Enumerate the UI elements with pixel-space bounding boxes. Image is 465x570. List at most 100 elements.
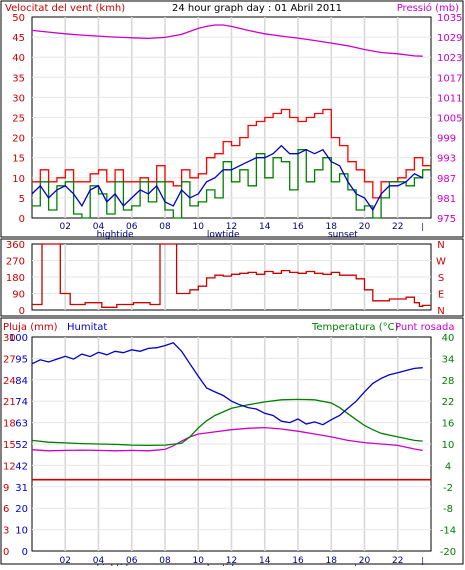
rain-tick-label: 30 (3, 333, 16, 344)
bottom-x-tick-label: 02 (60, 556, 71, 566)
bottom-x-tick-label: 18 (326, 556, 338, 566)
temperature-tick-label: 4 (445, 461, 451, 472)
temperature-tick-label: -20 (440, 547, 456, 558)
dewpoint-axis-label: Punt rosada (395, 322, 454, 333)
top-right-tick-label: 1011 (437, 93, 462, 104)
top-x-tick-label: 04 (93, 222, 105, 232)
rain-axis-label: Pluja (mm) (3, 322, 58, 333)
humidity-tick-label: 100 (9, 333, 28, 344)
top-left-tick-label: 5 (19, 194, 25, 205)
temperature-tick-label: -8 (443, 504, 453, 515)
temperature-tick-label: 28 (442, 376, 455, 387)
mid-right-tick-label: W (436, 257, 446, 268)
top-right-tick-label: 1029 (437, 33, 462, 44)
top-x-tick-label: 08 (159, 222, 171, 232)
mid-left-tick-label: 0 (19, 306, 25, 317)
top-x-tick-label: 16 (292, 222, 304, 232)
mid-left-tick-label: 180 (6, 273, 25, 284)
rain-tick-label: 27 (3, 354, 16, 365)
bottom-panel-frame (0, 317, 464, 565)
bottom-x-tick-label: 16 (292, 556, 304, 566)
top-left-tick-label: 0 (19, 214, 25, 225)
humidity-tick-label: 84 (15, 376, 28, 387)
top-x-tick-label: 06 (126, 222, 138, 232)
mid-left-tick-label: 270 (6, 257, 25, 268)
temperature-axis-label: Temperatura (°C) (311, 322, 399, 333)
humidity-tick-label: 42 (15, 461, 28, 472)
top-left-tick-label: 10 (12, 174, 25, 185)
top-left-tick-label: 50 (12, 13, 25, 24)
top-marker-hightide: hightide (97, 230, 134, 240)
gust-line (32, 108, 431, 199)
top-right-tick-label: 1017 (437, 73, 462, 84)
top-right-tick-label: 987 (437, 174, 456, 185)
top-right-tick-label: 981 (437, 194, 456, 205)
temperature-tick-label: 22 (442, 397, 455, 408)
mid-right-tick-label: E (438, 290, 444, 301)
bottom-x-tick-label: 04 (93, 556, 105, 566)
humidity-axis-label: Humitat (67, 322, 107, 333)
chart-title: 24 hour graph day : 01 Abril 2011 (172, 3, 342, 14)
humidity-tick-label: 20 (15, 504, 28, 515)
top-panel: 0 5 10 15 20 25 30 35 40 45 50 975 981 987 993 999 1005 1… (12, 13, 462, 240)
bottom-x-tick-label: 06 (126, 556, 138, 566)
rain-tick-label: 18 (3, 419, 16, 430)
bottom-x-tick-label: 10 (193, 556, 205, 566)
temperature-tick-label: 10 (442, 440, 455, 451)
humidity-tick-label: 95 (15, 354, 28, 365)
temperature-tick-label: 40 (442, 333, 455, 344)
top-x-tick-label: 14 (259, 222, 271, 232)
temperature-line (31, 398, 423, 447)
mid-right-tick-label: S (438, 273, 444, 284)
humidity-tick-label: 52 (15, 440, 28, 451)
top-left-tick-label: 45 (12, 33, 25, 44)
top-x-tick-label: 12 (226, 222, 237, 232)
top-left-tick-label: 35 (12, 73, 25, 84)
top-right-tick-label: 1023 (437, 53, 462, 64)
dewpoint-line (31, 426, 423, 452)
bottom-x-tick-label: 14 (259, 556, 271, 566)
top-left-tick-label: 15 (12, 154, 25, 165)
top-marker-lowtide: lowtide (207, 230, 240, 240)
rain-tick-label: 24 (3, 376, 16, 387)
bottom-x-tick-label: 22 (392, 556, 403, 566)
top-left-tick-label: 30 (12, 93, 25, 104)
average-wind-line (31, 144, 423, 212)
top-x-tick-label: 10 (193, 222, 205, 232)
top-x-tick-label: 02 (60, 222, 71, 232)
top-left-tick-label: 25 (12, 114, 25, 125)
humidity-tick-label: 31 (15, 483, 28, 494)
pressure-line (31, 24, 423, 57)
humidity-tick-label: 0 (22, 547, 28, 558)
wind-direction-line (32, 243, 431, 308)
temperature-tick-label: -14 (440, 526, 456, 537)
top-left-tick-label: 40 (12, 53, 25, 64)
temperature-tick-label: 34 (442, 354, 455, 365)
humidity-tick-label: 10 (15, 526, 28, 537)
top-left-axis-label: Velocitat del vent (kmh) (5, 3, 125, 14)
top-right-tick-label: 1005 (437, 114, 462, 125)
bottom-panel: 0369121518212427300102031425263748495100… (3, 333, 456, 570)
top-x-tick-label: 20 (359, 222, 371, 232)
bottom-x-tick-label: 12 (226, 556, 237, 566)
humidity-tick-label: 63 (15, 419, 28, 430)
mid-left-tick-label: 360 (6, 240, 25, 251)
top-panel-frame (0, 0, 464, 238)
rain-tick-label: 15 (3, 440, 16, 451)
wind-speed-line (32, 149, 431, 219)
rain-tick-label: 21 (3, 397, 16, 408)
mid-left-tick-label: 90 (12, 290, 25, 301)
top-left-tick-label: 20 (12, 134, 25, 145)
temperature-tick-label: -2 (443, 483, 453, 494)
top-right-tick-label: 1035 (437, 13, 462, 24)
rain-tick-label: 12 (3, 461, 16, 472)
rain-tick-label: 3 (3, 526, 9, 537)
rain-tick-label: 0 (3, 547, 9, 558)
top-right-axis-label: Pressió (mb) (397, 2, 459, 14)
rain-tick-label: 6 (3, 504, 9, 515)
bottom-x-end-tick: | (421, 556, 424, 565)
top-x-end-tick: | (421, 222, 424, 231)
top-right-tick-label: 999 (437, 134, 456, 145)
